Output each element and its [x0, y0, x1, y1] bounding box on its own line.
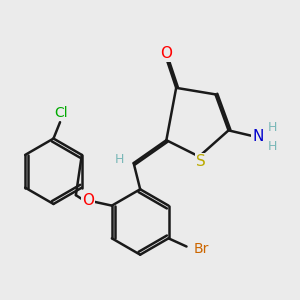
- Text: Cl: Cl: [54, 106, 68, 120]
- Text: N: N: [252, 129, 264, 144]
- Text: H: H: [268, 121, 278, 134]
- Text: H: H: [268, 140, 278, 153]
- Text: O: O: [160, 46, 172, 61]
- Text: S: S: [196, 154, 206, 169]
- Text: H: H: [115, 153, 124, 166]
- Text: Br: Br: [194, 242, 209, 256]
- Text: O: O: [82, 193, 94, 208]
